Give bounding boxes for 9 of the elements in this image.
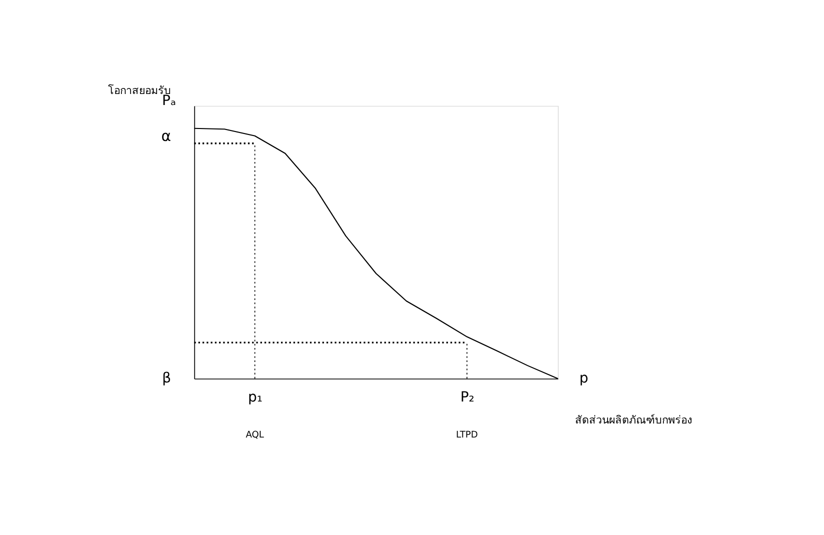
text: Pₐ	[162, 93, 176, 110]
text: p	[579, 370, 588, 387]
text: LTPD	[456, 430, 478, 440]
x-tick-label: P₂	[460, 389, 474, 406]
x-axis-title: สัดส่วนผลิตภัณฑ์บกพร่อง	[574, 414, 692, 427]
x-tick-label: p₁	[248, 389, 263, 406]
text: β	[162, 370, 172, 387]
ref-line-label: α	[161, 126, 172, 145]
text: AQL	[246, 430, 265, 440]
